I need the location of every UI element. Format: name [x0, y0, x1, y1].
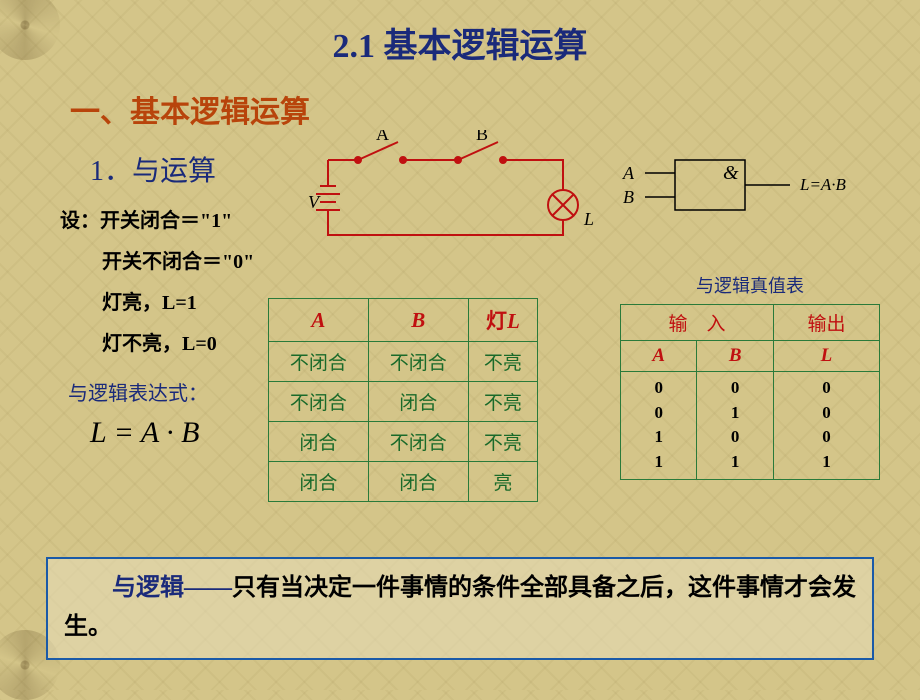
truth-table-block: 与逻辑真值表 输 入 输出 A B L 0011 0101 0001 [620, 272, 880, 480]
col-header: B [368, 299, 468, 342]
truth-table-title: 与逻辑真值表 [620, 272, 880, 298]
svg-text:A: A [622, 163, 635, 183]
col-header: B [697, 341, 773, 372]
svg-text:A: A [376, 130, 389, 144]
truth-cell: 0001 [773, 372, 879, 480]
group-header: 输出 [773, 305, 879, 341]
col-header: 灯L [468, 299, 537, 342]
truth-cell: 0101 [697, 372, 773, 480]
and-gate-symbol: A B & L=A·B [615, 155, 875, 225]
svg-text:L: L [583, 209, 594, 229]
state-table: A B 灯L 不闭合不闭合不亮 不闭合闭合不亮 闭合不闭合不亮 闭合闭合亮 [268, 298, 538, 502]
group-header: 输 入 [621, 305, 774, 341]
svg-text:&: & [723, 162, 739, 184]
col-header: A [269, 299, 369, 342]
section-heading: 一、基本逻辑运算 [70, 87, 920, 131]
page-title: 2.1 基本逻辑运算 [0, 0, 920, 67]
col-header: A [621, 341, 697, 372]
circuit-diagram: A B V L [308, 130, 598, 250]
svg-text:L=A·B: L=A·B [799, 175, 847, 194]
definition-box: 与逻辑——只有当决定一件事情的条件全部具备之后，这件事情才会发生。 [46, 557, 874, 660]
svg-text:B: B [476, 130, 488, 144]
col-header: L [773, 341, 879, 372]
definition-lead: 与逻辑—— [64, 575, 232, 601]
truth-cell: 0011 [621, 372, 697, 480]
svg-text:B: B [623, 187, 634, 207]
